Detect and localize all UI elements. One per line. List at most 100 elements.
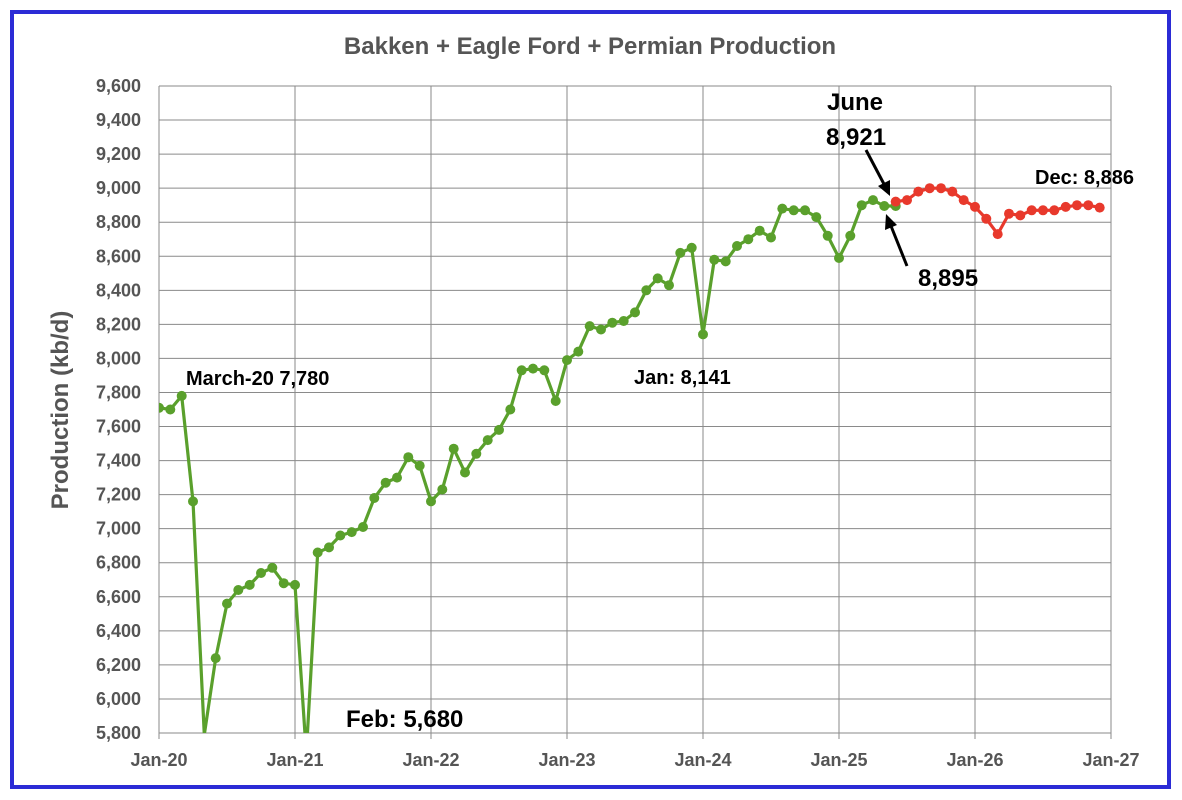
- arrow-june: [864, 149, 890, 196]
- data-point-0: [392, 472, 402, 483]
- y-tick-label: 9,200: [96, 144, 141, 164]
- y-tick-label: 7,000: [96, 519, 141, 539]
- y-tick-label: 6,600: [96, 587, 141, 607]
- x-tick-label: Jan-23: [538, 750, 595, 770]
- plot-area: [159, 86, 1111, 733]
- y-tick-label: 6,400: [96, 621, 141, 641]
- data-point-0: [244, 579, 255, 590]
- y-tick-label: 6,000: [96, 689, 141, 709]
- x-tick-label: Jan-20: [130, 750, 187, 770]
- data-point-0: [879, 201, 890, 211]
- annotation-march20: March-20 7,780: [186, 368, 329, 390]
- data-point-1: [1004, 208, 1014, 219]
- x-tick-label: Jan-26: [946, 750, 1003, 770]
- x-tick-label: Jan-22: [402, 750, 459, 770]
- data-point-0: [256, 568, 266, 578]
- data-point-1: [913, 186, 924, 197]
- annotation-dec: Dec: 8,886: [1035, 167, 1134, 189]
- y-tick-label: 8,800: [96, 212, 141, 232]
- y-tick-label: 6,800: [96, 553, 141, 573]
- data-point-1: [902, 195, 912, 206]
- data-point-0: [369, 493, 380, 503]
- data-point-1: [992, 229, 1003, 240]
- annotation-june-label: June: [827, 89, 883, 116]
- data-point-0: [210, 653, 221, 664]
- data-point-0: [267, 562, 278, 573]
- data-point-1: [1026, 205, 1037, 216]
- data-point-0: [335, 530, 346, 541]
- data-point-0: [222, 598, 232, 609]
- data-point-0: [278, 578, 289, 589]
- annotation-feb: Feb: 5,680: [346, 706, 463, 733]
- data-point-0: [630, 307, 640, 318]
- data-point-0: [233, 585, 244, 595]
- data-point-0: [686, 242, 697, 253]
- data-point-0: [618, 316, 629, 326]
- data-point-0: [358, 522, 368, 532]
- data-point-0: [573, 346, 584, 357]
- data-point-0: [868, 195, 878, 206]
- data-point-0: [380, 477, 391, 488]
- data-point-0: [743, 234, 754, 245]
- data-point-0: [845, 230, 856, 241]
- data-point-0: [516, 365, 527, 376]
- data-point-0: [460, 467, 470, 478]
- y-tick-label: 8,600: [96, 246, 141, 266]
- data-point-0: [800, 205, 810, 216]
- data-point-0: [312, 547, 323, 558]
- data-point-1: [890, 196, 901, 207]
- data-point-0: [188, 496, 198, 507]
- data-point-0: [664, 280, 674, 291]
- y-tick-label: 8,000: [96, 348, 141, 368]
- y-tick-label: 8,400: [96, 280, 141, 300]
- data-point-0: [641, 285, 652, 296]
- data-point-1: [1072, 200, 1082, 211]
- y-tick-label: 6,200: [96, 655, 141, 675]
- annotation-may-value: 8,895: [918, 265, 978, 292]
- data-point-0: [596, 324, 606, 335]
- data-point-0: [539, 365, 550, 376]
- data-point-1: [1049, 205, 1060, 216]
- y-tick-label: 7,800: [96, 382, 141, 402]
- data-point-0: [165, 404, 176, 415]
- data-point-0: [494, 424, 504, 435]
- series-clip: [159, 183, 1105, 733]
- data-point-1: [981, 213, 992, 224]
- data-point-0: [437, 484, 448, 495]
- data-point-0: [720, 256, 731, 267]
- data-point-1: [1060, 201, 1071, 212]
- data-point-0: [754, 225, 765, 236]
- x-tick-label: Jan-24: [674, 750, 731, 770]
- y-tick-label: 9,000: [96, 178, 141, 198]
- data-point-0: [414, 460, 425, 471]
- x-tick-label: Jan-21: [266, 750, 323, 770]
- data-point-0: [732, 241, 742, 251]
- data-point-0: [788, 205, 799, 216]
- data-point-0: [811, 212, 822, 223]
- data-point-1: [1038, 205, 1048, 216]
- x-tick-label: Jan-27: [1082, 750, 1139, 770]
- data-point-0: [777, 203, 788, 214]
- x-tick-label: Jan-25: [810, 750, 867, 770]
- data-point-0: [159, 402, 164, 413]
- data-point-0: [822, 230, 833, 241]
- data-point-0: [448, 443, 459, 454]
- data-point-0: [346, 527, 357, 538]
- data-point-1: [958, 195, 969, 206]
- data-point-1: [924, 183, 935, 194]
- data-point-0: [709, 254, 720, 265]
- chart-title: Bakken + Eagle Ford + Permian Production: [344, 33, 836, 60]
- data-point-0: [607, 317, 618, 328]
- data-point-0: [550, 396, 561, 406]
- data-point-0: [505, 404, 516, 415]
- grid: [159, 85, 1111, 734]
- y-tick-label: 7,200: [96, 485, 141, 505]
- data-point-0: [562, 355, 572, 366]
- data-point-0: [176, 390, 187, 401]
- y-tick-label: 9,600: [96, 76, 141, 96]
- data-point-0: [482, 435, 493, 446]
- data-point-0: [652, 273, 663, 284]
- data-point-1: [1015, 210, 1026, 221]
- data-point-1: [947, 186, 958, 197]
